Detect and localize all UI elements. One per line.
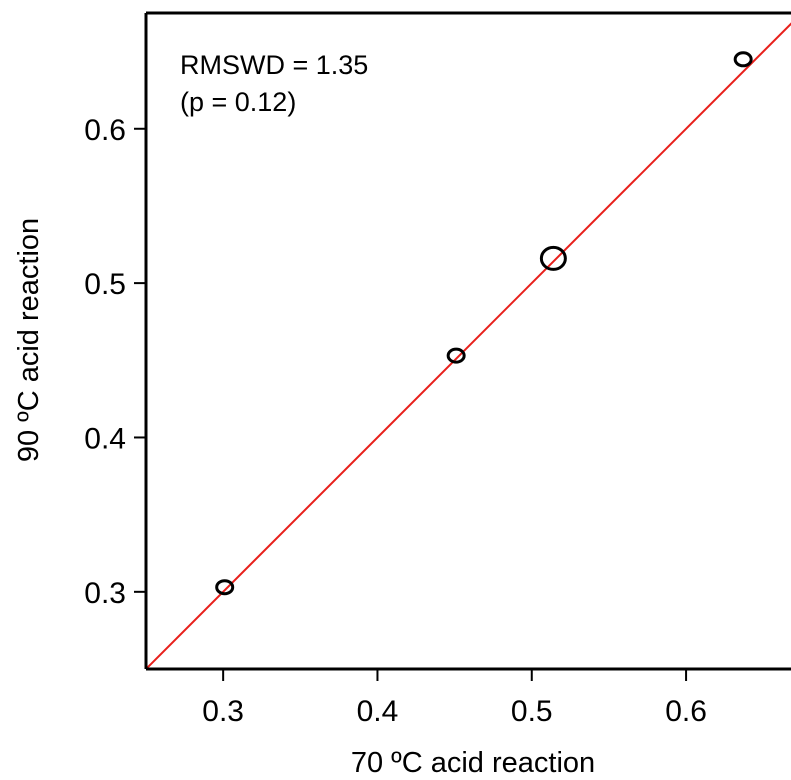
one-to-one-line	[146, 22, 791, 669]
x-ticks: 0.3 0.4 0.5 0.6	[202, 669, 707, 728]
x-tick-label: 0.5	[511, 695, 553, 728]
x-tick-label: 0.3	[202, 695, 244, 728]
data-point-1	[215, 579, 235, 596]
annotation-rmswd: RMSWD = 1.35	[180, 50, 368, 80]
x-tick-label: 0.4	[357, 695, 399, 728]
data-point-3	[539, 245, 567, 271]
y-tick-label: 0.6	[84, 114, 126, 147]
axes	[144, 11, 791, 671]
y-tick-label: 0.4	[84, 422, 126, 455]
x-axis-title: 70 ºC acid reaction	[351, 747, 595, 779]
data-point-2	[446, 347, 466, 364]
y-axis-title: 90 ºC acid reaction	[13, 218, 45, 462]
y-tick-label: 0.5	[84, 268, 126, 301]
data-points	[215, 51, 753, 596]
y-ticks: 0.3 0.4 0.5 0.6	[84, 114, 146, 610]
data-point-4	[733, 51, 753, 68]
x-tick-label: 0.6	[665, 695, 707, 728]
annotation-p-value: (p = 0.12)	[180, 87, 296, 117]
reference-line-group	[146, 22, 791, 669]
y-tick-label: 0.3	[84, 577, 126, 610]
